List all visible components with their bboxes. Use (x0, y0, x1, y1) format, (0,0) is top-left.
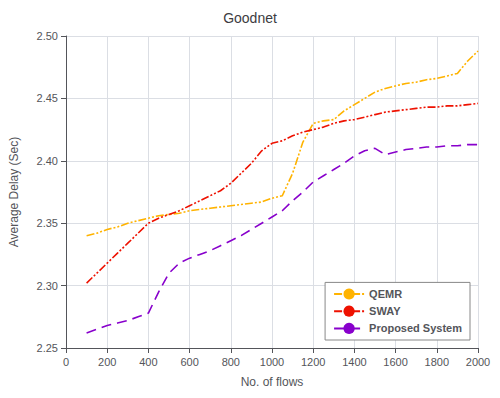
svg-text:1000: 1000 (260, 356, 284, 368)
svg-text:2.35: 2.35 (37, 217, 58, 229)
svg-text:2.25: 2.25 (37, 342, 58, 354)
svg-text:200: 200 (98, 356, 116, 368)
svg-text:1400: 1400 (342, 356, 366, 368)
svg-text:No. of flows: No. of flows (241, 375, 304, 389)
svg-text:2.50: 2.50 (37, 30, 58, 42)
svg-text:2000: 2000 (466, 356, 490, 368)
svg-text:2.30: 2.30 (37, 280, 58, 292)
svg-text:Average Delay (Sec): Average Delay (Sec) (7, 137, 21, 248)
svg-text:1800: 1800 (425, 356, 449, 368)
svg-text:2.45: 2.45 (37, 92, 58, 104)
svg-text:1200: 1200 (301, 356, 325, 368)
svg-text:QEMR: QEMR (369, 288, 402, 300)
svg-text:800: 800 (222, 356, 240, 368)
svg-text:600: 600 (180, 356, 198, 368)
svg-text:2.40: 2.40 (37, 155, 58, 167)
svg-text:400: 400 (139, 356, 157, 368)
svg-text:Proposed System: Proposed System (369, 322, 462, 334)
svg-text:SWAY: SWAY (369, 305, 401, 317)
svg-text:Goodnet: Goodnet (223, 10, 277, 26)
svg-text:1600: 1600 (383, 356, 407, 368)
svg-text:0: 0 (63, 356, 69, 368)
